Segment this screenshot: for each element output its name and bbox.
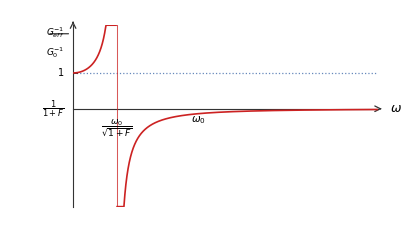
Text: $\omega$: $\omega$ bbox=[389, 102, 401, 115]
Text: 1: 1 bbox=[58, 68, 64, 78]
Text: $G_{eff}^{-1}$: $G_{eff}^{-1}$ bbox=[46, 25, 64, 40]
Text: $\dfrac{1}{1+F}$: $\dfrac{1}{1+F}$ bbox=[42, 99, 64, 119]
Text: $\omega_0$: $\omega_0$ bbox=[190, 114, 205, 126]
Text: $\dfrac{\omega_0}{\sqrt{1+F}}$: $\dfrac{\omega_0}{\sqrt{1+F}}$ bbox=[100, 117, 132, 138]
Text: $G_0^{-1}$: $G_0^{-1}$ bbox=[46, 45, 64, 60]
